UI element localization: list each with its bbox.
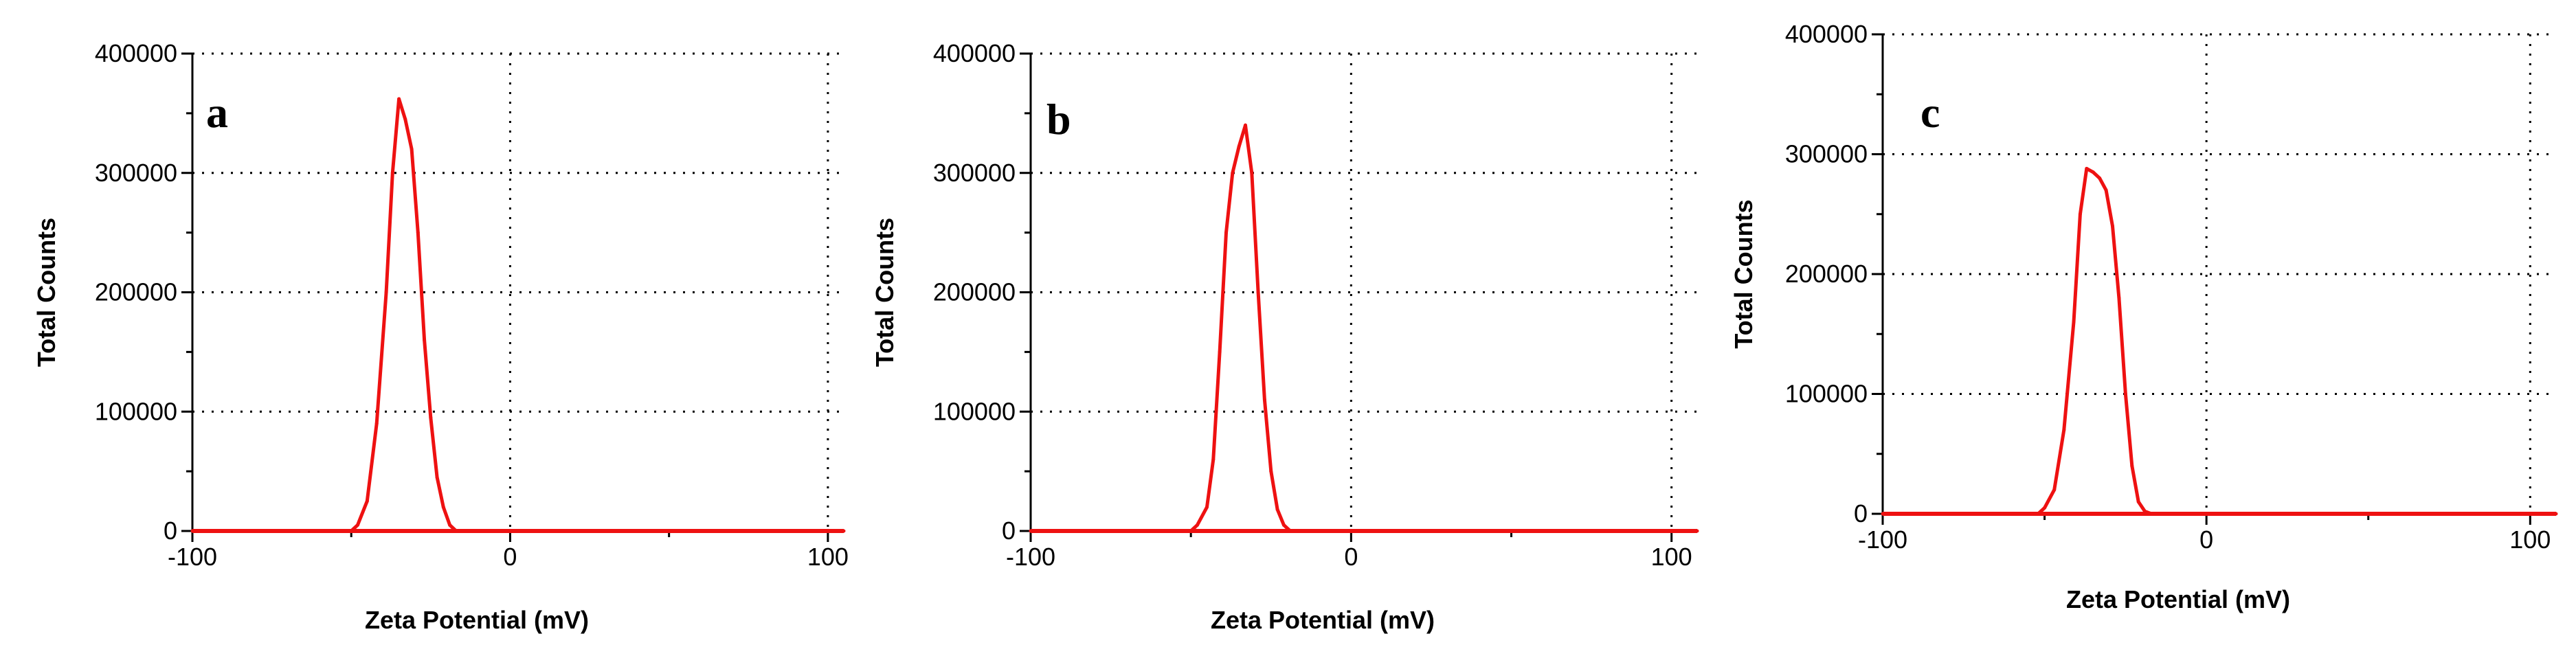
y-axis-title: Total Counts bbox=[871, 218, 899, 367]
data-point bbox=[374, 422, 379, 426]
data-point bbox=[429, 416, 433, 420]
y-tick-label: 300000 bbox=[95, 159, 177, 187]
x-tick-label: -100 bbox=[1006, 543, 1055, 571]
data-point bbox=[2136, 500, 2140, 504]
data-point bbox=[2085, 166, 2089, 170]
data-point bbox=[441, 505, 445, 509]
data-point bbox=[1218, 350, 1222, 354]
data-point bbox=[355, 523, 359, 527]
x-tick-label: -100 bbox=[1858, 525, 1907, 554]
data-point bbox=[2091, 170, 2095, 174]
y-tick-label: 300000 bbox=[933, 159, 1016, 187]
y-tick-label: 200000 bbox=[95, 278, 177, 306]
data-point bbox=[2098, 176, 2102, 180]
data-point bbox=[2143, 510, 2147, 514]
data-point bbox=[1224, 231, 1228, 235]
y-tick-label: 200000 bbox=[1785, 260, 1868, 288]
x-axis-title: Zeta Potential (mV) bbox=[1211, 606, 1435, 634]
y-tick-label: 0 bbox=[164, 517, 177, 545]
x-axis-title: Zeta Potential (mV) bbox=[2066, 585, 2290, 613]
data-point bbox=[1281, 523, 1286, 527]
panel-label: b bbox=[1046, 95, 1071, 144]
series-line bbox=[1881, 166, 2558, 516]
data-point bbox=[1256, 291, 1260, 294]
data-point bbox=[403, 117, 407, 122]
x-tick-label: 0 bbox=[503, 543, 517, 571]
data-point bbox=[1269, 469, 1273, 473]
y-tick-label: 400000 bbox=[1785, 20, 1868, 48]
data-point bbox=[1211, 457, 1216, 462]
data-point bbox=[1262, 398, 1266, 402]
y-tick-label: 400000 bbox=[933, 39, 1016, 67]
series-line bbox=[1029, 123, 1699, 533]
x-tick-label: 100 bbox=[2509, 525, 2551, 554]
y-tick-label: 400000 bbox=[95, 39, 177, 67]
data-point bbox=[435, 475, 439, 479]
data-point bbox=[423, 338, 427, 342]
y-tick-label: 0 bbox=[1002, 517, 1016, 545]
data-point bbox=[2111, 224, 2115, 228]
data-point bbox=[2130, 464, 2134, 468]
x-tick-label: 100 bbox=[1651, 543, 1692, 571]
data-point bbox=[397, 97, 401, 101]
y-tick-label: 100000 bbox=[1785, 380, 1868, 408]
series-line bbox=[190, 97, 846, 533]
data-point bbox=[1243, 123, 1247, 127]
y-tick-label: 100000 bbox=[933, 397, 1016, 425]
data-point bbox=[384, 291, 388, 294]
data-point bbox=[1231, 171, 1235, 175]
data-point bbox=[2072, 320, 2076, 324]
data-point bbox=[2123, 392, 2127, 396]
x-tick-label: 0 bbox=[2199, 525, 2213, 554]
panel-label: c bbox=[1920, 88, 1940, 137]
data-point bbox=[448, 523, 452, 527]
data-point bbox=[2052, 488, 2057, 492]
data-point bbox=[1237, 145, 1241, 149]
x-tick-label: -100 bbox=[168, 543, 217, 571]
data-point bbox=[365, 499, 369, 503]
x-axis-title: Zeta Potential (mV) bbox=[365, 606, 589, 634]
data-point bbox=[2117, 296, 2121, 300]
data-point bbox=[1196, 523, 1199, 527]
y-tick-label: 300000 bbox=[1785, 140, 1868, 168]
data-point bbox=[2062, 428, 2066, 432]
y-axis-title: Total Counts bbox=[1729, 199, 1758, 348]
y-axis-title: Total Counts bbox=[32, 218, 60, 367]
y-tick-label: 0 bbox=[1854, 499, 1868, 528]
data-point bbox=[416, 231, 420, 235]
data-point bbox=[410, 147, 414, 151]
y-tick-label: 100000 bbox=[95, 397, 177, 425]
panel-label: a bbox=[206, 88, 228, 137]
data-point bbox=[2043, 506, 2047, 510]
y-tick-label: 200000 bbox=[933, 278, 1016, 306]
data-point bbox=[1250, 171, 1254, 175]
x-tick-label: 100 bbox=[807, 543, 849, 571]
data-point bbox=[390, 171, 394, 175]
data-point bbox=[1205, 505, 1209, 509]
data-point bbox=[2078, 212, 2082, 216]
x-tick-label: 0 bbox=[1344, 543, 1358, 571]
data-point bbox=[1275, 508, 1279, 512]
data-point bbox=[2104, 188, 2108, 192]
